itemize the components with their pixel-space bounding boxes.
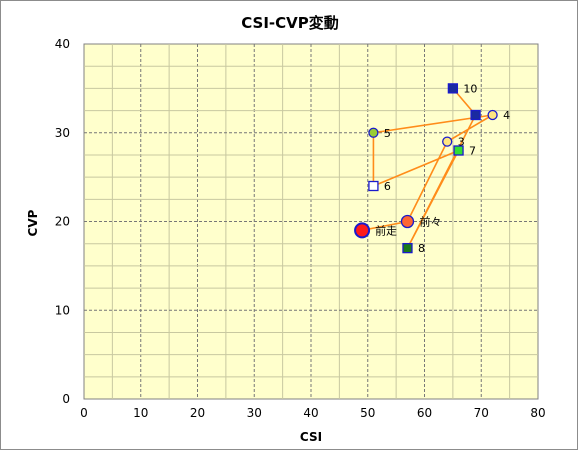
x-tick-label: 10 [133, 406, 148, 420]
x-tick-label: 0 [80, 406, 88, 420]
data-points [354, 83, 498, 254]
data-point-square [368, 180, 379, 192]
point-label: 7 [469, 145, 476, 158]
data-point-circle [354, 222, 371, 239]
data-point-circle [487, 109, 498, 121]
data-point-square [453, 145, 464, 156]
data-point-square [402, 242, 413, 254]
point-label: 10 [463, 82, 477, 95]
x-axis-title: CSI [300, 430, 322, 444]
y-tick-label: 20 [55, 215, 70, 229]
data-point-circle [442, 136, 453, 147]
data-point-circle [368, 127, 379, 138]
x-tick-label: 40 [303, 406, 318, 420]
data-point-square [470, 109, 481, 121]
point-label: 前々 [419, 215, 441, 229]
x-tick-label: 50 [360, 406, 375, 420]
csi-cvp-path [361, 87, 494, 249]
point-label: 6 [384, 180, 391, 193]
point-label: 5 [384, 127, 391, 140]
y-tick-label: 0 [62, 392, 70, 406]
grid-lines [84, 44, 538, 399]
series-line [361, 87, 494, 249]
y-tick-label: 40 [55, 37, 70, 51]
x-tick-label: 30 [247, 406, 262, 420]
chart-title: CSI-CVP変動 [241, 14, 339, 32]
x-tick-label: 20 [190, 406, 205, 420]
x-tick-label: 60 [417, 406, 432, 420]
y-tick-label: 10 [55, 303, 70, 317]
point-label: 4 [503, 109, 510, 122]
x-tick-label: 80 [530, 406, 545, 420]
point-label: 前走 [375, 223, 397, 237]
point-labels: 前走 前々 3 4 5 6 7 8 10 [375, 82, 510, 255]
data-point-circle [400, 214, 415, 229]
data-point-square [447, 83, 459, 94]
x-tick-label: 70 [474, 406, 489, 420]
point-label: 8 [418, 242, 425, 255]
y-tick-label: 30 [55, 126, 70, 140]
point-label: 3 [458, 136, 465, 149]
axis-ticks: 0 10 20 30 40 50 60 70 80 0 10 20 30 40 [55, 37, 546, 420]
y-axis-title: CVP [26, 209, 40, 236]
